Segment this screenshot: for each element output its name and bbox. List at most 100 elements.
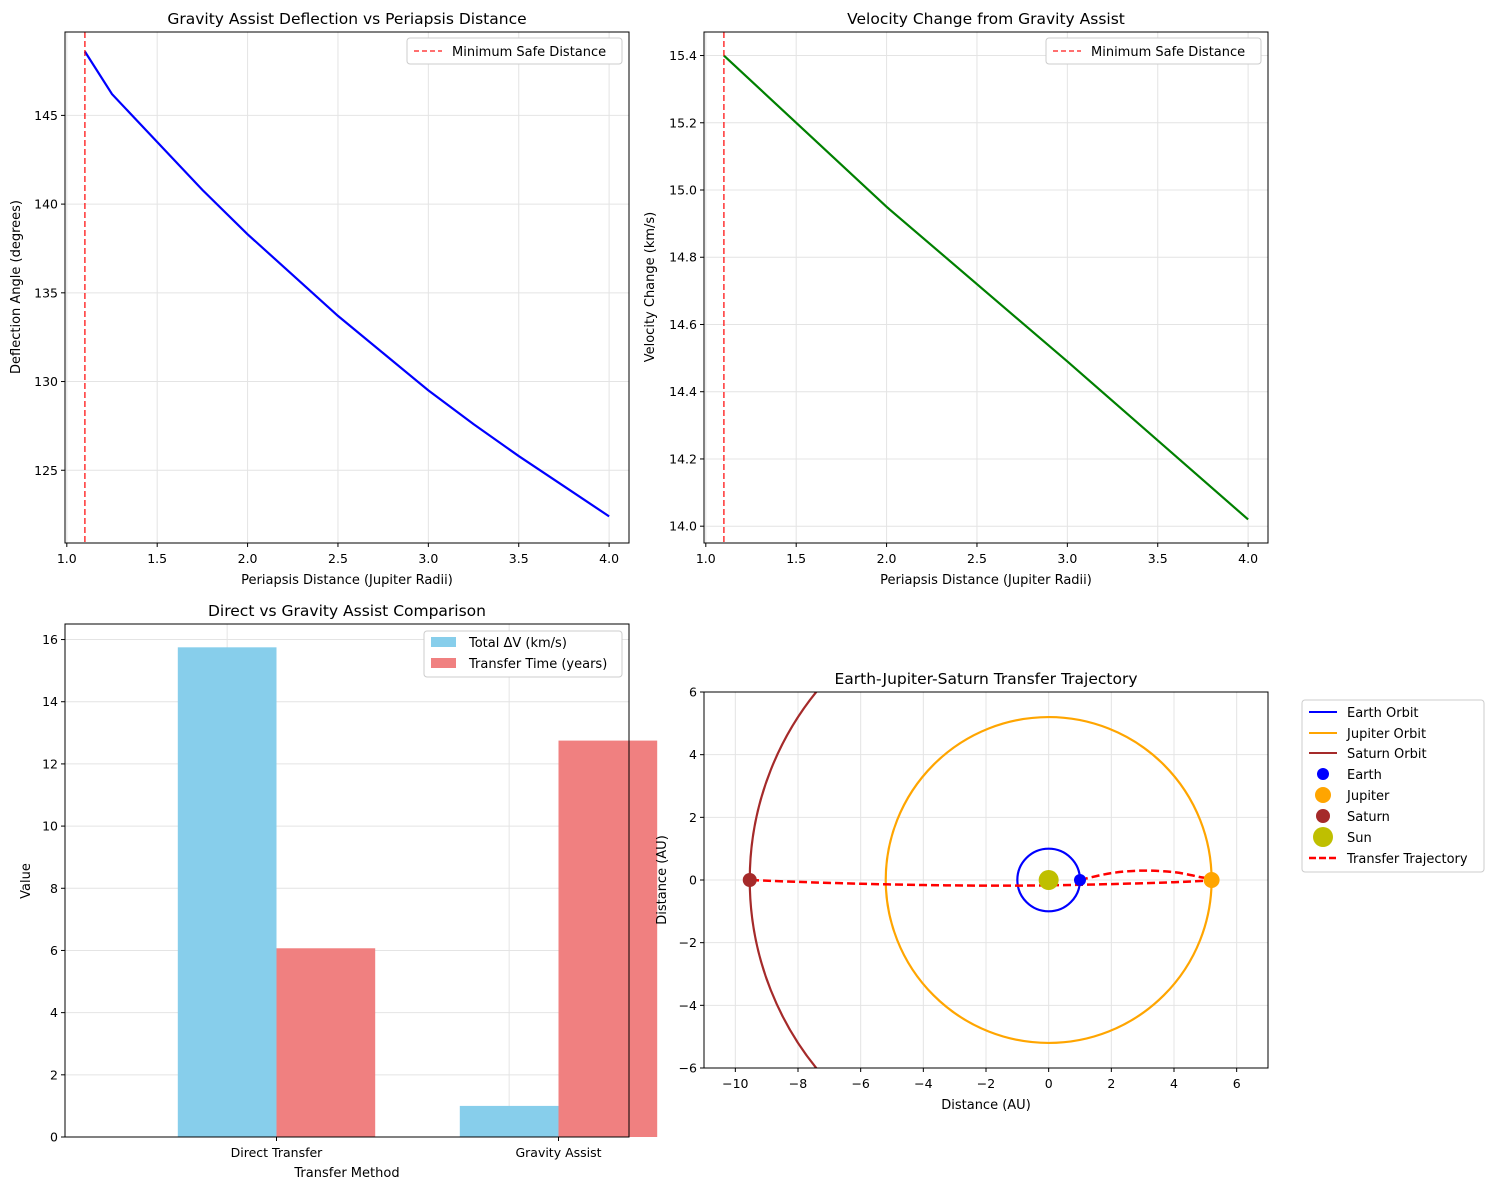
x-tick-label: −8 bbox=[789, 1076, 807, 1091]
legend-label-minimum-safe-distance: Minimum Safe Distance bbox=[1091, 45, 1245, 60]
earth-marker bbox=[1074, 874, 1086, 886]
legend: Earth Orbit Jupiter Orbit Saturn Orbit E… bbox=[1301, 699, 1485, 873]
x-tick-label: 2.5 bbox=[967, 551, 987, 566]
x-tick-label: 4.0 bbox=[599, 551, 619, 566]
y-tick-label: 4 bbox=[689, 747, 697, 762]
x-tick-label: 0 bbox=[1045, 1076, 1053, 1091]
y-tick-label: 2 bbox=[50, 1067, 58, 1082]
legend-label-transfer-trajectory: Transfer Trajectory bbox=[1346, 852, 1468, 867]
y-tick-label: 0 bbox=[689, 873, 697, 888]
deflection-chart: 125 130 135 140 145 1.0 1.5 2.0 2.5 3.0 3.5 4.0 Gra… bbox=[9, 10, 630, 588]
y-tick-label: 14.8 bbox=[669, 250, 697, 265]
x-axis-label: Transfer Method bbox=[293, 1166, 399, 1181]
legend-box bbox=[406, 37, 623, 65]
chart-title: Gravity Assist Deflection vs Periapsis D… bbox=[167, 10, 526, 28]
y-tick-label: 8 bbox=[50, 881, 58, 896]
plot-area bbox=[742, 692, 1220, 1068]
legend-swatch-transfer-time bbox=[431, 658, 456, 668]
legend-label-earth-orbit: Earth Orbit bbox=[1347, 706, 1419, 721]
legend-label-jupiter: Jupiter bbox=[1346, 789, 1390, 804]
y-tick-label: 6 bbox=[689, 685, 697, 700]
x-axis-label: Distance (AU) bbox=[941, 1098, 1031, 1113]
legend-box bbox=[1301, 699, 1485, 873]
saturn-marker bbox=[742, 873, 757, 887]
x-tick-label: 1.5 bbox=[147, 551, 167, 566]
x-tick-label: Direct Transfer bbox=[231, 1145, 324, 1160]
plot-area bbox=[723, 32, 1249, 543]
legend-box bbox=[1045, 37, 1262, 65]
legend-label-minimum-safe-distance: Minimum Safe Distance bbox=[452, 45, 606, 60]
x-tick-label: 1.0 bbox=[57, 551, 77, 566]
plot-frame bbox=[64, 623, 630, 1138]
bar-total-dv bbox=[177, 647, 277, 1137]
plot-frame bbox=[64, 31, 630, 544]
bar-transfer-time bbox=[558, 740, 658, 1137]
y-tick-label: 14.2 bbox=[669, 451, 697, 466]
transfer-trajectory bbox=[749, 869, 1214, 887]
legend-label-earth: Earth bbox=[1347, 768, 1382, 783]
x-tick-label: 3.0 bbox=[1057, 551, 1077, 566]
comparison-bar-chart: 0 2 4 6 8 10 12 14 16 Direct Transfer Gravity Assi… bbox=[19, 602, 658, 1181]
x-tick-label: 1.5 bbox=[786, 551, 806, 566]
bar-total-dv bbox=[459, 1105, 559, 1137]
x-axis-label: Periapsis Distance (Jupiter Radii) bbox=[241, 573, 453, 588]
x-tick-label: −6 bbox=[851, 1076, 869, 1091]
legend-swatch-earth bbox=[1317, 768, 1329, 780]
x-tick-label: −2 bbox=[977, 1076, 995, 1091]
y-tick-label: 125 bbox=[34, 463, 58, 478]
plot-frame bbox=[703, 31, 1269, 544]
y-axis-label: Velocity Change (km/s) bbox=[643, 212, 658, 363]
x-tick-label: 2.0 bbox=[877, 551, 897, 566]
data-line bbox=[83, 50, 610, 518]
y-axis-label: Distance (AU) bbox=[655, 835, 670, 925]
y-tick-label: 130 bbox=[34, 374, 58, 389]
legend-label-sun: Sun bbox=[1347, 831, 1372, 846]
x-tick-label: 2.0 bbox=[238, 551, 258, 566]
x-tick-label: 4.0 bbox=[1238, 551, 1258, 566]
y-tick-label: 15.4 bbox=[669, 48, 697, 63]
y-tick-label: 12 bbox=[42, 756, 58, 771]
legend-label-saturn-orbit: Saturn Orbit bbox=[1347, 747, 1427, 762]
y-tick-label: 0 bbox=[50, 1130, 58, 1145]
y-tick-label: 2 bbox=[689, 810, 697, 825]
jupiter-marker bbox=[1203, 872, 1220, 888]
sun-marker bbox=[1038, 870, 1059, 890]
legend-swatch-jupiter bbox=[1315, 787, 1331, 803]
y-tick-label: 14.4 bbox=[669, 384, 697, 399]
y-tick-label: 14.0 bbox=[669, 519, 697, 534]
y-axis-label: Deflection Angle (degrees) bbox=[9, 200, 24, 374]
bar-transfer-time bbox=[276, 948, 376, 1137]
y-tick-label: 140 bbox=[34, 197, 58, 212]
x-tick-label: 2 bbox=[1107, 1076, 1115, 1091]
legend-swatch-saturn bbox=[1316, 809, 1330, 823]
x-tick-label: Gravity Assist bbox=[515, 1145, 601, 1160]
x-tick-label: 6 bbox=[1233, 1076, 1241, 1091]
x-tick-label: 1.0 bbox=[696, 551, 716, 566]
trajectory-chart: −6 −4 −2 0 2 4 6 −10 −8 −6 −4 −2 0 2 4 6 Earth-Jupiter-… bbox=[655, 670, 1485, 1113]
data-line bbox=[723, 54, 1249, 521]
y-tick-label: 145 bbox=[34, 108, 58, 123]
y-axis-label: Value bbox=[19, 863, 34, 899]
legend: Minimum Safe Distance bbox=[1045, 37, 1262, 65]
y-tick-label: −4 bbox=[679, 998, 697, 1013]
legend-label-transfer-time: Transfer Time (years) bbox=[468, 657, 607, 672]
plot-area bbox=[83, 32, 610, 543]
y-tick-label: 135 bbox=[34, 285, 58, 300]
y-tick-label: −2 bbox=[679, 935, 697, 950]
legend-label-jupiter-orbit: Jupiter Orbit bbox=[1346, 727, 1426, 742]
x-tick-label: 2.5 bbox=[328, 551, 348, 566]
chart-title: Velocity Change from Gravity Assist bbox=[847, 10, 1125, 28]
chart-title: Earth-Jupiter-Saturn Transfer Trajectory bbox=[834, 670, 1137, 688]
chart-title: Direct vs Gravity Assist Comparison bbox=[208, 602, 486, 620]
velocity-change-chart: 14.0 14.2 14.4 14.6 14.8 15.0 15.2 15.4 1.0 1.5 2.… bbox=[643, 10, 1269, 588]
legend-swatch-sun bbox=[1313, 827, 1333, 847]
legend-label-saturn: Saturn bbox=[1347, 810, 1390, 825]
x-tick-label: 3.5 bbox=[1148, 551, 1168, 566]
y-tick-label: −6 bbox=[679, 1061, 697, 1076]
y-tick-label: 16 bbox=[42, 632, 58, 647]
y-tick-label: 6 bbox=[50, 943, 58, 958]
legend-box bbox=[423, 630, 623, 678]
x-axis-label: Periapsis Distance (Jupiter Radii) bbox=[880, 573, 1092, 588]
x-tick-label: −4 bbox=[914, 1076, 932, 1091]
